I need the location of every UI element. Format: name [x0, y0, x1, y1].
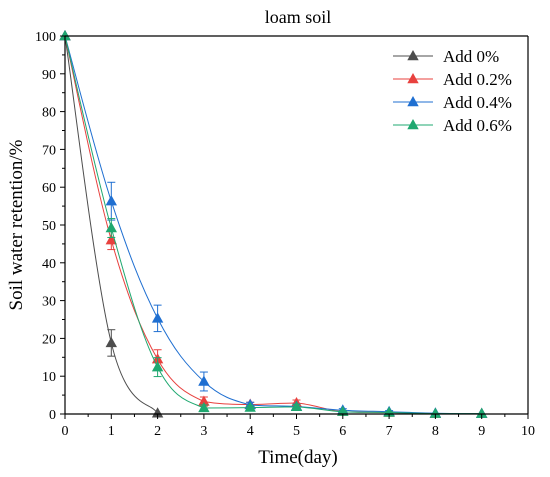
- y-tick-label: 0: [49, 408, 56, 423]
- data-point: [151, 361, 164, 372]
- legend-label: Add 0.6%: [443, 116, 512, 135]
- series-1: [59, 30, 488, 418]
- series-line: [64, 35, 482, 415]
- y-axis: 0 10 20 30 40 50 60 70 80 90 100: [35, 30, 529, 423]
- legend-marker: [407, 73, 419, 84]
- legend-marker: [407, 119, 419, 130]
- data-point: [59, 30, 71, 41]
- legend-label: Add 0.2%: [443, 70, 512, 89]
- data-point: [429, 407, 442, 418]
- data-point: [476, 407, 488, 418]
- x-axis: 0 1 2 3 4 5 6 7 8 9 10: [62, 35, 535, 439]
- x-tick-label: 2: [154, 424, 161, 439]
- x-tick-label: 10: [521, 424, 535, 439]
- legend-marker: [407, 50, 419, 61]
- legend-marker: [407, 96, 419, 107]
- data-point: [244, 401, 256, 412]
- y-tick-label: 50: [42, 219, 56, 234]
- data-point: [105, 336, 117, 348]
- y-tick-label: 70: [42, 143, 56, 158]
- series-layer: [59, 30, 488, 418]
- legend-item: Add 0.2%: [393, 70, 512, 89]
- y-tick-label: 60: [42, 181, 56, 196]
- x-tick-label: 1: [108, 424, 115, 439]
- data-point: [198, 401, 210, 413]
- data-point: [151, 312, 164, 323]
- x-tick-label: 7: [386, 424, 393, 439]
- data-point: [290, 400, 303, 412]
- x-tick-label: 5: [293, 424, 300, 439]
- y-tick-label: 100: [35, 30, 56, 45]
- data-point: [105, 222, 117, 233]
- x-axis-title: Time(day): [258, 447, 338, 468]
- x-tick-label: 3: [200, 424, 207, 439]
- data-point: [151, 407, 164, 418]
- chart-title: loam soil: [265, 7, 332, 27]
- y-tick-label: 20: [42, 332, 56, 347]
- x-tick-label: 0: [62, 424, 69, 439]
- legend-item: Add 0.4%: [393, 93, 512, 112]
- data-point: [198, 375, 210, 386]
- x-tick-label: 9: [478, 424, 485, 439]
- y-tick-label: 10: [42, 370, 56, 385]
- series-3: [59, 30, 488, 418]
- y-tick-label: 40: [42, 257, 56, 272]
- legend-label: Add 0%: [443, 47, 499, 66]
- data-point: [198, 395, 210, 406]
- series-2: [59, 30, 488, 418]
- y-tick-label: 90: [42, 68, 56, 83]
- series-line: [64, 35, 482, 415]
- x-tick-label: 8: [432, 424, 439, 439]
- legend-item: Add 0%: [393, 47, 499, 66]
- series-line: [64, 35, 482, 415]
- y-axis-title: Soil water retention/%: [6, 139, 27, 310]
- y-tick-label: 80: [42, 106, 56, 121]
- data-point: [105, 195, 117, 206]
- plot-area: [59, 30, 488, 418]
- x-tick-label: 6: [339, 424, 346, 439]
- x-tick-label: 4: [247, 424, 254, 439]
- series-line: [64, 35, 159, 414]
- legend-label: Add 0.4%: [443, 93, 512, 112]
- legend: Add 0% Add 0.2% Add 0.4% Add 0.6%: [393, 47, 512, 135]
- data-point: [337, 405, 349, 416]
- y-tick-label: 30: [42, 295, 56, 310]
- legend-item: Add 0.6%: [393, 116, 512, 135]
- data-point: [105, 234, 117, 245]
